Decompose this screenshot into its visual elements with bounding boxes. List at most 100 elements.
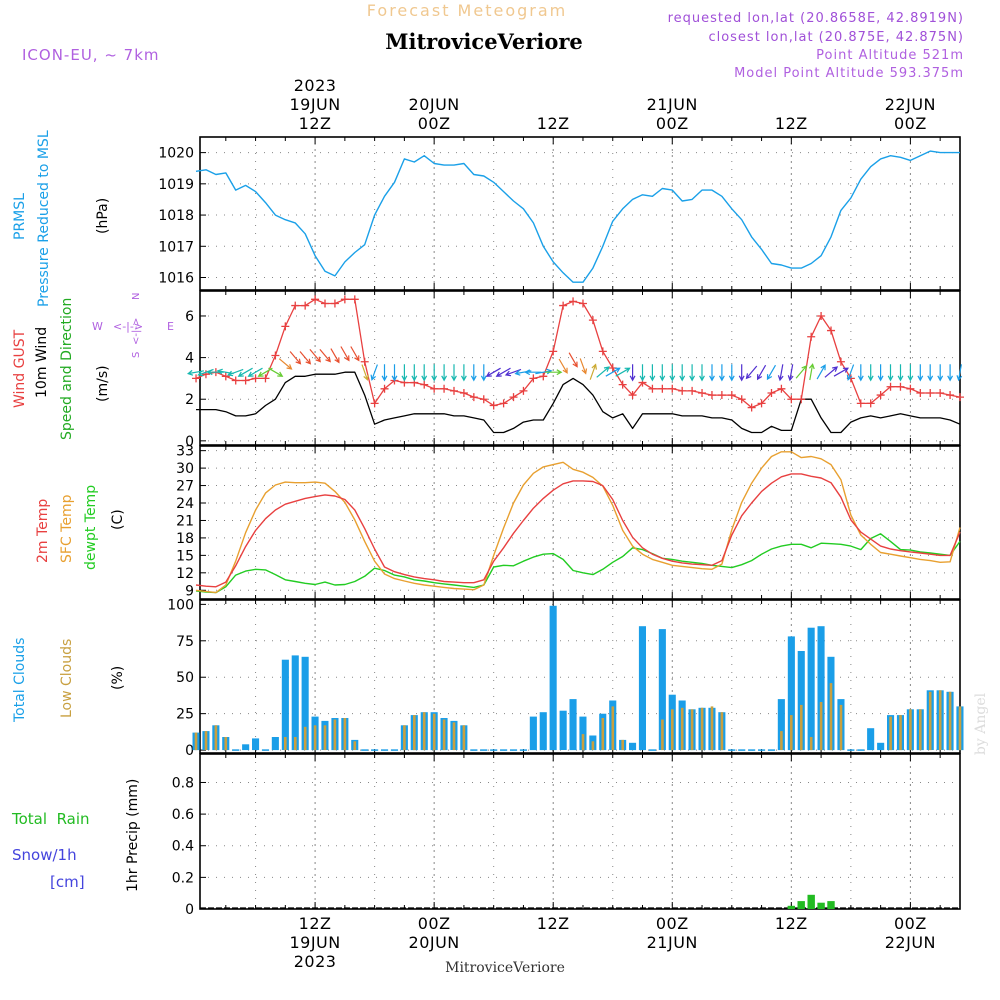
low-clouds-label: Low Clouds [59, 639, 75, 718]
gust-point [479, 395, 488, 404]
wind-direction-arrow [568, 352, 578, 368]
wind-direction-arrow [589, 363, 597, 380]
low-cloud-bar [928, 691, 932, 751]
total-cloud-bar [291, 655, 299, 751]
gust-point [499, 399, 508, 408]
y-tick-label: 9 [185, 583, 194, 599]
wind-direction-arrow [824, 366, 839, 378]
time-axis-label: 00Z [656, 114, 689, 133]
wind-direction-arrow [756, 364, 767, 381]
wind-direction-arrow [299, 351, 312, 365]
percent-unit-label: (%) [110, 666, 126, 690]
total-cloud-bar [281, 659, 289, 750]
wind-gust-line [195, 298, 961, 409]
low-cloud-bar [800, 704, 803, 751]
low-cloud-bar [284, 737, 287, 751]
gust-point [906, 384, 915, 393]
y-tick-label: 1018 [158, 208, 194, 224]
gust-point [916, 388, 925, 397]
low-cloud-bar [938, 690, 942, 750]
wind-direction-arrow [361, 364, 369, 381]
ms-unit-label: (m/s) [95, 365, 111, 402]
y-tick-label: 1020 [158, 146, 194, 162]
low-cloud-bar [432, 713, 436, 751]
wind-direction-arrow [391, 364, 398, 382]
wind-direction-arrow [504, 368, 522, 377]
wind-direction-arrow [545, 369, 563, 376]
gust-point [668, 384, 677, 393]
wind-direction-arrow [268, 367, 284, 377]
gust-point [628, 391, 637, 400]
wind-direction-arrow [907, 364, 914, 382]
wind-direction-arrow [558, 358, 568, 374]
total-cloud-bar [242, 744, 250, 751]
precip-bar [807, 894, 815, 909]
low-cloud-bar [839, 704, 843, 751]
wind-direction-arrow [460, 364, 467, 382]
low-cloud-bar [958, 706, 962, 751]
low-cloud-bar [710, 706, 714, 751]
wind-direction-arrow [535, 368, 553, 375]
low-cloud-bar [919, 709, 922, 751]
gust-point [956, 393, 964, 402]
time-axis-label: 00Z [418, 114, 451, 133]
total-cloud-bar [638, 626, 646, 751]
wind-direction-arrow [857, 364, 864, 382]
time-axis-label: 2023 [294, 76, 337, 95]
wind-gust-label: Wind GUST [12, 329, 28, 408]
total-cloud-bar [867, 728, 875, 751]
low-cloud-bar [690, 709, 694, 751]
y-tick-label: 0 [185, 434, 194, 450]
low-cloud-bar [323, 725, 327, 751]
total-cloud-bar [787, 636, 795, 751]
gust-point [221, 372, 230, 381]
low-cloud-bar [462, 725, 466, 751]
low-cloud-bar [671, 709, 674, 751]
gust-point [311, 295, 320, 304]
gust-point [886, 382, 895, 391]
clouds-panel: 0 25 50 75 100 [167, 597, 964, 759]
wind-direction-arrow [421, 364, 428, 382]
low-cloud-bar [899, 715, 902, 751]
time-axis-label: 00Z [894, 914, 927, 933]
gust-point [698, 388, 707, 397]
gust-point [529, 374, 538, 383]
y-tick-label: 18 [176, 531, 194, 547]
wind-direction-arrow [350, 346, 360, 362]
gust-point [866, 399, 875, 408]
gust-point [827, 326, 836, 335]
y-tick-label: 30 [176, 461, 194, 477]
pressure-msl-label: Pressure Reduced to MSL [36, 130, 52, 307]
wind-direction-arrow [485, 367, 501, 377]
low-cloud-bar [601, 718, 605, 751]
gust-point [321, 299, 330, 308]
total-cloud-bar [559, 710, 567, 750]
wind-direction-arrow [524, 369, 542, 376]
y-tick-label: 0 [185, 743, 194, 759]
precip-bar [797, 901, 805, 909]
wind-direction-arrow [340, 346, 350, 362]
time-axis-label: 12Z [775, 914, 808, 933]
wind-direction-arrow [247, 367, 263, 377]
credit-label: by Angel [973, 692, 989, 755]
prmsl-label: PRMSL [12, 193, 28, 240]
gust-point [936, 388, 945, 397]
low-cloud-bar [403, 725, 406, 751]
gust-point [807, 332, 816, 341]
compass-ns-arrow: <-|-> [131, 318, 142, 345]
wind-direction-arrow [745, 365, 758, 380]
low-cloud-bar [204, 731, 208, 750]
y-tick-label: 27 [176, 479, 194, 495]
gust-point [430, 384, 439, 393]
gust-point [350, 295, 359, 304]
gust-point [737, 395, 746, 404]
gust-point [440, 384, 449, 393]
wind-direction-arrow [709, 364, 715, 382]
gust-point [926, 388, 935, 397]
wind-direction-arrow [956, 364, 963, 382]
panel-frame [199, 290, 961, 446]
total-cloud-bar [658, 629, 666, 750]
wind-direction-arrow [370, 364, 378, 381]
pressure-line [195, 150, 960, 283]
wind-direction-arrow [669, 364, 676, 382]
